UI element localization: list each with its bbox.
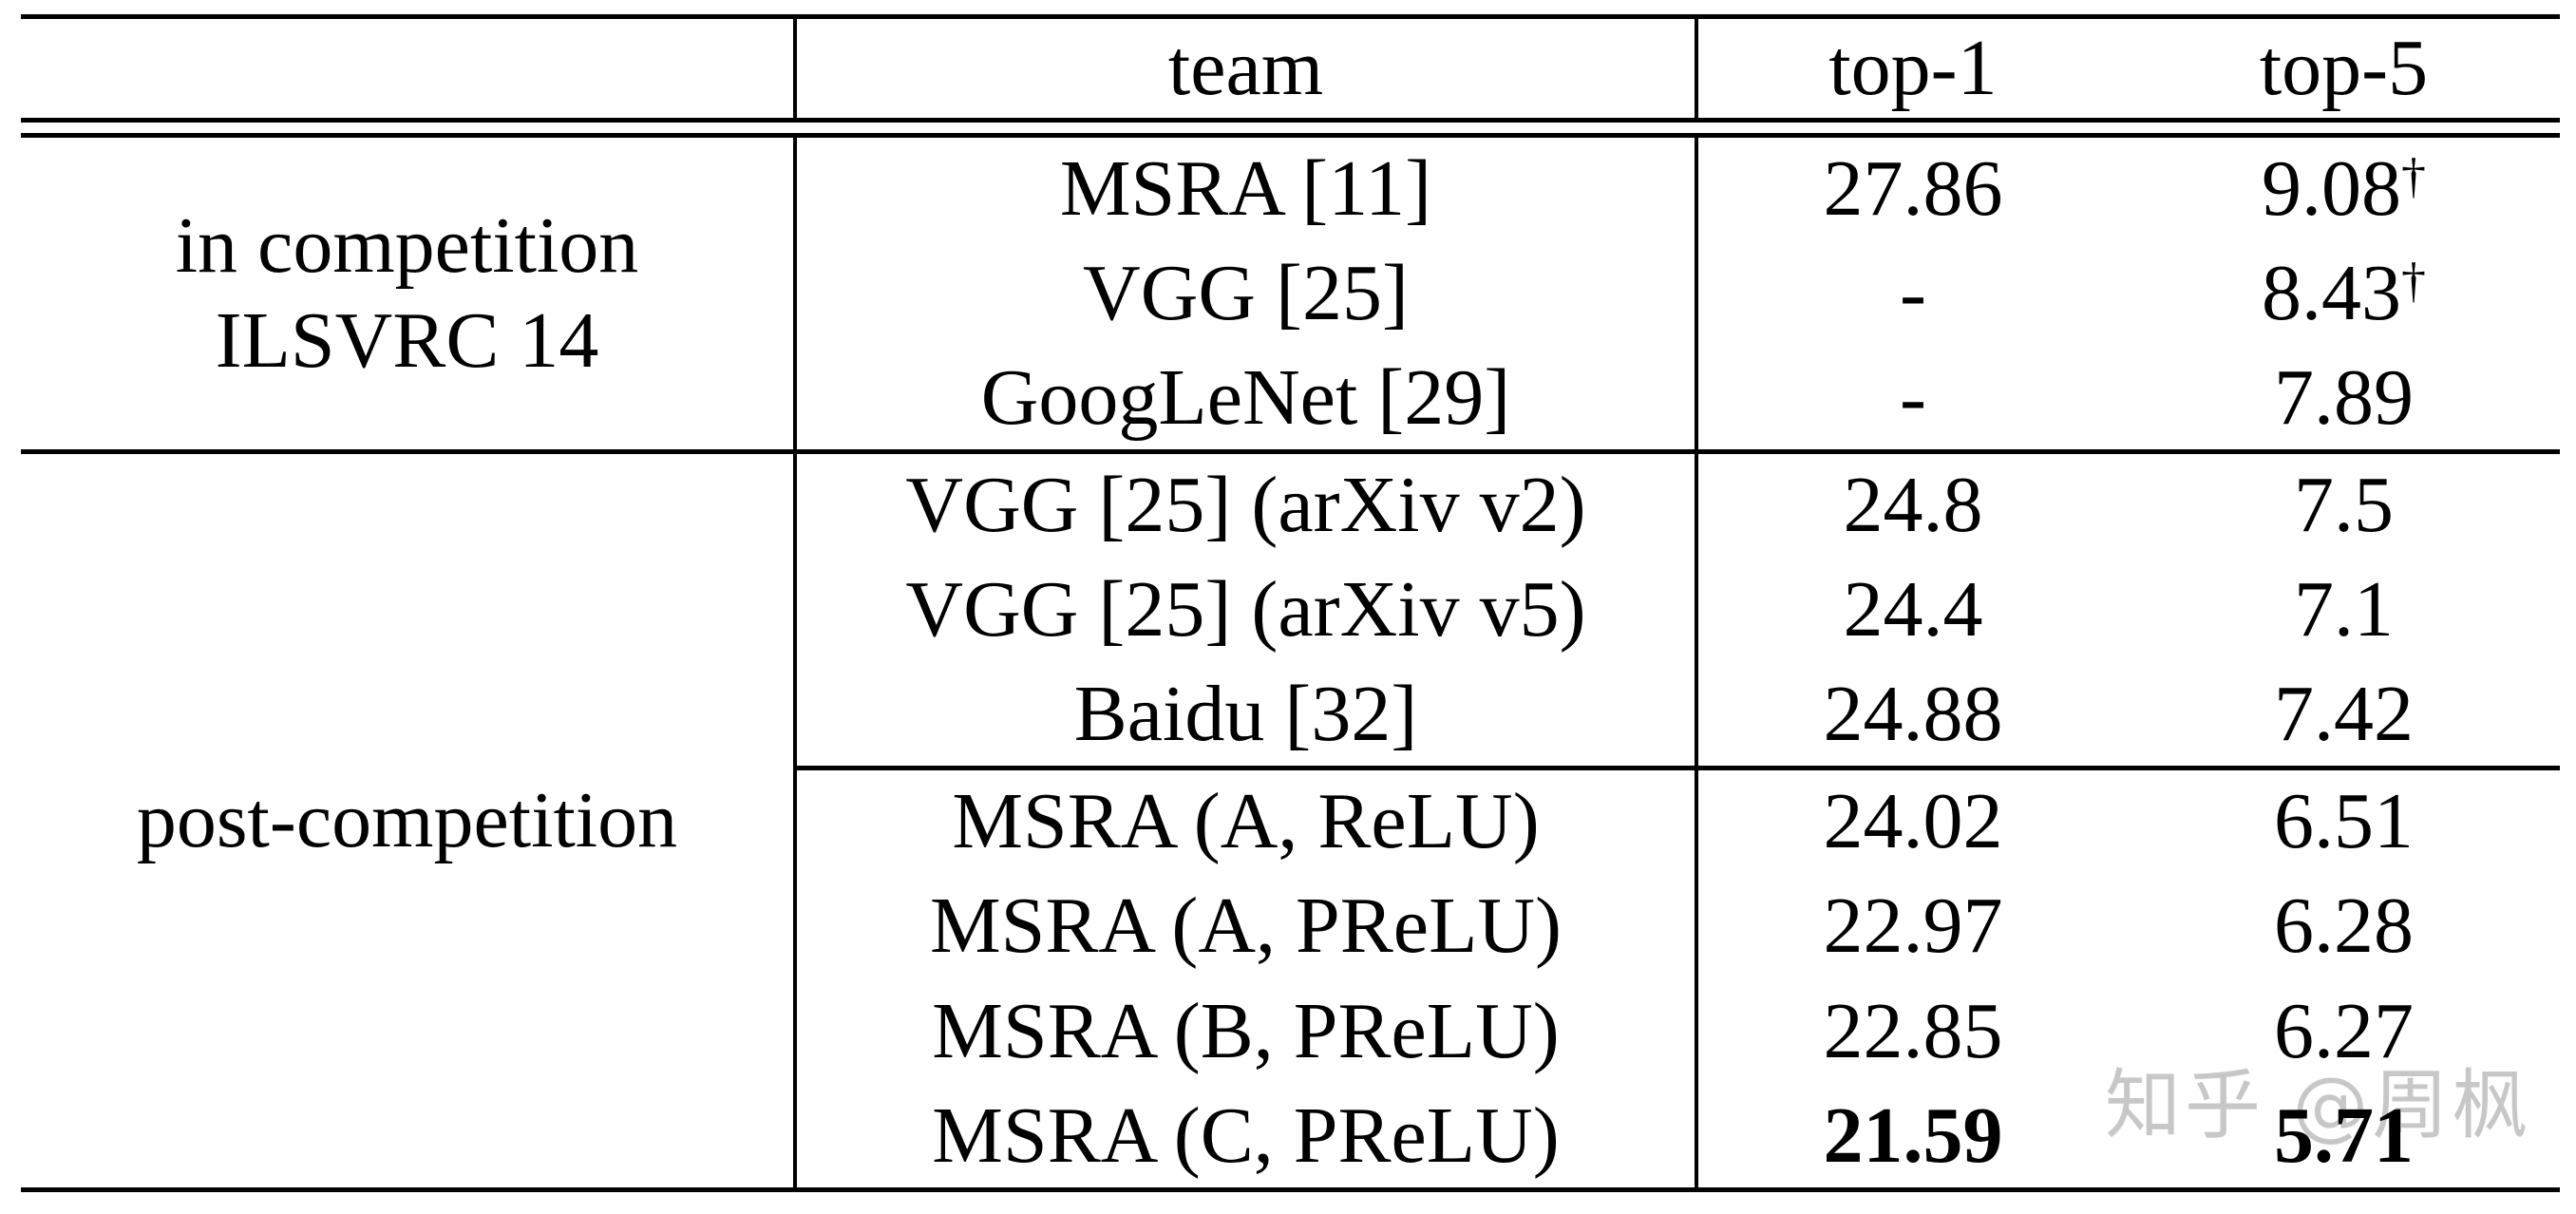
- cell-top1: -: [1900, 249, 1926, 337]
- cell-top5: 7.1: [2294, 565, 2394, 654]
- cell-top5: 6.27: [2274, 987, 2414, 1075]
- table-row-googlenet-29: GoogLeNet [29] - 7.89: [21, 346, 2560, 454]
- cell-team: MSRA (B, PReLU): [795, 978, 1698, 1085]
- table-row-msra-11: in competition ILSVRC 14 MSRA [11] 27.86…: [21, 135, 2560, 454]
- dagger-superscript: †: [2401, 254, 2426, 309]
- top5-value: 8.43: [2262, 249, 2401, 337]
- cell-top1: 21.59: [1823, 1091, 2003, 1180]
- cell-team: VGG [25] (arXiv v5): [795, 557, 1698, 663]
- column-header-top5: top-5: [2128, 16, 2560, 123]
- header-row: team top-1 top-5: [21, 16, 2560, 123]
- cell-top5: 9.08†: [2128, 136, 2560, 241]
- row-group-label-post-competition: post-competition: [21, 451, 797, 1190]
- cell-team: MSRA [11]: [795, 135, 1698, 241]
- double-rule: [21, 120, 2560, 138]
- top5-value: 9.08: [2262, 144, 2401, 234]
- cell-top1: 22.85: [1823, 987, 2003, 1075]
- double-rule-gap: [21, 120, 2560, 138]
- table-row-baidu-32: Baidu [32] 24.88 7.42: [21, 662, 2560, 770]
- cell-top1: -: [1696, 346, 2128, 454]
- cell-team: VGG [25]: [795, 240, 1698, 347]
- table-row-msra-a-prelu: MSRA (A, PReLU) 22.97 6.28: [21, 873, 2560, 979]
- cell-top5: 7.42: [2128, 662, 2560, 770]
- table-row-vgg-arxiv-v5: VGG [25] (arXiv v5) 24.4 7.1: [21, 557, 2560, 663]
- corner-cell: [21, 16, 797, 123]
- cell-top1: 24.8: [1843, 461, 1983, 550]
- table-row-msra-c-prelu: MSRA (C, PReLU) 21.59 5.71: [21, 1084, 2560, 1190]
- cell-top1: 24.02: [1823, 777, 2003, 866]
- cell-top1: 24.88: [1696, 662, 2128, 770]
- cell-team: MSRA (C, PReLU): [795, 1084, 1698, 1190]
- zhihu-watermark: 知乎 @周枫: [2105, 1061, 2532, 1149]
- cell-team: MSRA (A, ReLU): [795, 768, 1698, 874]
- table-row-vgg-arxiv-v2: post-competition VGG [25] (arXiv v2) 24.…: [21, 451, 2560, 1190]
- column-header-team: team: [795, 16, 1698, 123]
- cell-top5: 6.28: [2274, 882, 2414, 970]
- cell-team: Baidu [32]: [795, 662, 1698, 770]
- cell-top5: 5.71: [2274, 1091, 2414, 1180]
- results-table: team top-1 top-5 in competition ILSVRC 1…: [21, 14, 2560, 1192]
- table-row-msra-b-prelu: MSRA (B, PReLU) 22.85 6.27: [21, 978, 2560, 1085]
- column-header-top1: top-1: [1696, 16, 2128, 123]
- cell-team: VGG [25] (arXiv v2): [795, 451, 1698, 558]
- cell-team: GoogLeNet [29]: [795, 346, 1698, 454]
- cell-top5: 6.51: [2274, 777, 2414, 866]
- cell-top1: 22.97: [1823, 882, 2003, 970]
- table-row-msra-a-relu: MSRA (A, ReLU) 24.02 6.51: [21, 768, 2560, 874]
- cell-top5: 8.43†: [2128, 241, 2560, 347]
- cell-top1: 27.86: [1823, 144, 2003, 234]
- group-label-line1: post-competition: [136, 776, 678, 864]
- table-row-vgg-25: VGG [25] - 8.43†: [21, 240, 2560, 347]
- cell-top1: 24.4: [1843, 565, 1983, 654]
- cell-team: MSRA (A, PReLU): [795, 873, 1698, 979]
- row-group-label-in-competition: in competition ILSVRC 14: [21, 135, 797, 454]
- top5-value: 7.89: [2274, 352, 2414, 442]
- cell-top5: 7.89: [2128, 346, 2560, 454]
- group-label-line2: ILSVRC 14: [215, 296, 599, 385]
- cell-top5: 7.5: [2294, 461, 2394, 550]
- dagger-superscript: †: [2401, 149, 2426, 204]
- group-label-line1: in competition: [175, 201, 639, 290]
